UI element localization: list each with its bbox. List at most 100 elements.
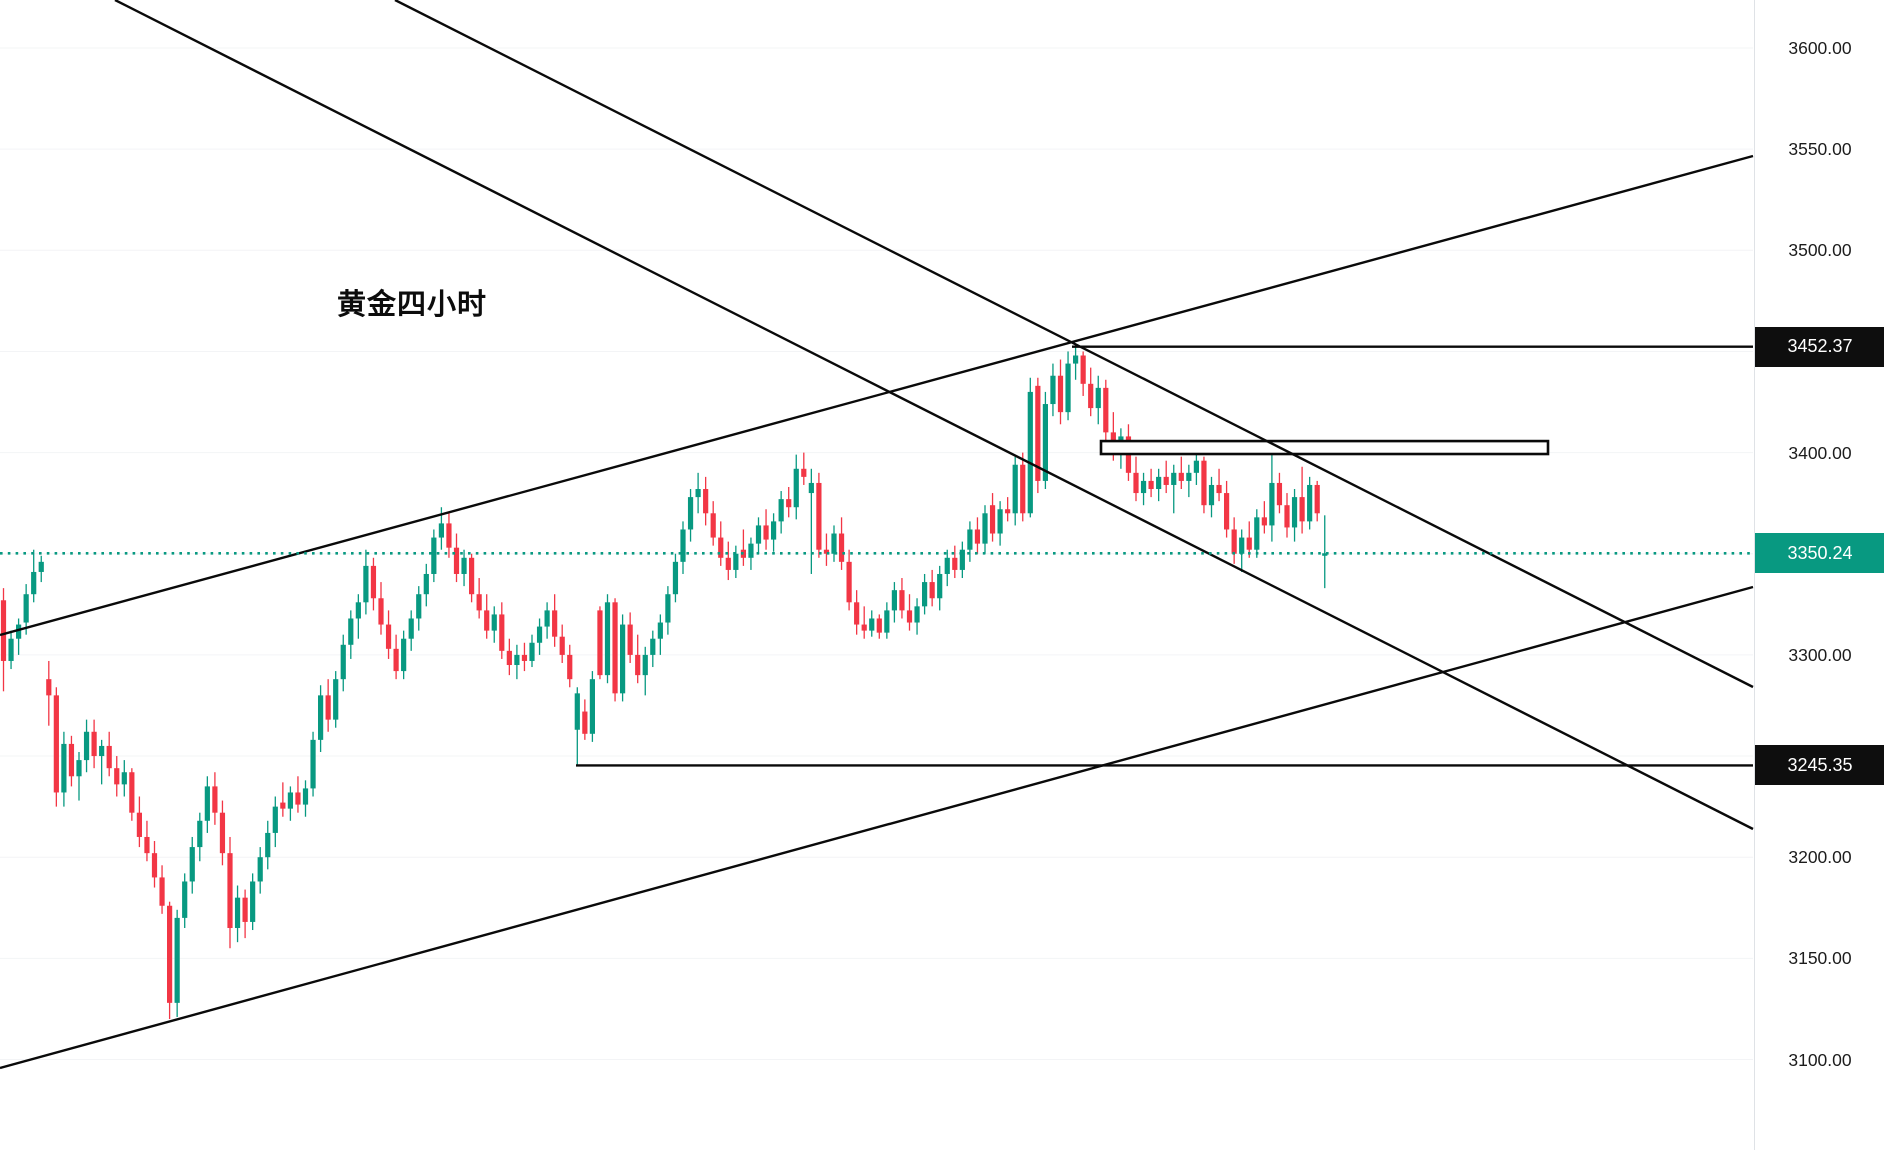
candle (61, 743, 67, 793)
candle (83, 731, 90, 761)
candle (506, 650, 512, 666)
candle (1073, 355, 1079, 364)
candle (567, 654, 573, 680)
candle (703, 489, 709, 514)
candle (687, 497, 694, 530)
candle (204, 786, 210, 821)
current-price-badge: 3350.24 (1755, 533, 1884, 574)
candle (748, 543, 754, 558)
descending-channel-lower-trendline[interactable] (114, 0, 1754, 831)
candle (31, 571, 37, 595)
candle (1231, 529, 1237, 554)
candle (393, 648, 399, 672)
candle (121, 772, 127, 785)
candle (846, 561, 852, 603)
candle (1208, 484, 1215, 506)
candle (914, 606, 920, 623)
candle (151, 853, 158, 878)
candle (771, 521, 777, 540)
candle (1246, 537, 1252, 550)
candle (1005, 509, 1011, 514)
candle (944, 557, 950, 574)
candle (665, 594, 671, 623)
candle (982, 513, 988, 544)
candle (257, 857, 263, 882)
candle (801, 468, 807, 477)
candle (929, 582, 935, 599)
candle (1095, 387, 1101, 409)
candle (589, 679, 595, 734)
candle (635, 654, 641, 676)
price-tick-label: 3600.00 (1788, 38, 1852, 58)
candle (1239, 537, 1245, 554)
candle (431, 537, 437, 574)
candle (0, 600, 7, 661)
candle (340, 644, 346, 680)
candle (1171, 472, 1177, 485)
price-tick-label: 3100.00 (1788, 1049, 1852, 1070)
candle (295, 792, 301, 805)
price-tick-label: 3150.00 (1788, 948, 1852, 969)
candlestick-chart[interactable] (0, 0, 1754, 1150)
candle (763, 525, 769, 540)
ascending-channel-top-trendline[interactable] (0, 154, 1754, 637)
candle (38, 561, 44, 572)
candle (521, 654, 528, 661)
candle (1088, 383, 1094, 409)
candle (363, 565, 369, 603)
candle (906, 610, 913, 623)
candle (642, 654, 648, 676)
candle (1133, 472, 1139, 494)
candle (265, 832, 271, 858)
price-chart-plot[interactable]: 黄金四小时 (0, 0, 1754, 1150)
candle (491, 614, 497, 631)
candle (385, 624, 392, 649)
candle (574, 693, 580, 730)
candle (129, 772, 135, 813)
candle (786, 499, 792, 508)
candle (453, 547, 460, 574)
candle (604, 602, 611, 676)
candle (733, 553, 739, 570)
candle (1193, 460, 1199, 473)
candle (559, 636, 565, 655)
candle (1042, 404, 1048, 481)
candle (167, 905, 173, 1003)
price-axis[interactable]: 3600.00 3550.00 3500.00 3400.00 3300.00 3200.… (1754, 0, 1884, 1150)
candle (302, 788, 309, 805)
candle (370, 565, 377, 599)
candle (1299, 497, 1305, 522)
candle (650, 638, 656, 655)
candle (287, 792, 293, 809)
ascending-channel-bottom-trendline[interactable] (0, 585, 1754, 1070)
price-tick-label: 3550.00 (1788, 139, 1852, 160)
candle (212, 786, 218, 813)
candle (612, 602, 618, 694)
candle (922, 582, 928, 607)
price-tick-label: 3300.00 (1788, 644, 1852, 665)
candle (348, 618, 354, 645)
candle (597, 610, 603, 676)
candle (1216, 484, 1222, 494)
candle (461, 557, 467, 574)
candle (672, 561, 679, 595)
candle (106, 745, 112, 769)
candle (974, 529, 981, 544)
candle (952, 557, 958, 570)
candle (53, 695, 59, 793)
candle (1178, 472, 1184, 481)
candle (16, 624, 22, 639)
candle (499, 614, 505, 651)
rectangle-drawing[interactable] (1099, 439, 1550, 456)
candle (1080, 355, 1086, 384)
candle (227, 853, 233, 929)
candle (823, 549, 830, 554)
candle (310, 739, 316, 789)
descending-channel-upper-trendline[interactable] (394, 0, 1754, 689)
candle (838, 533, 845, 562)
candle (861, 624, 867, 631)
candle (582, 711, 588, 734)
candle (250, 881, 256, 922)
candle (1163, 476, 1169, 485)
candle (831, 533, 837, 554)
